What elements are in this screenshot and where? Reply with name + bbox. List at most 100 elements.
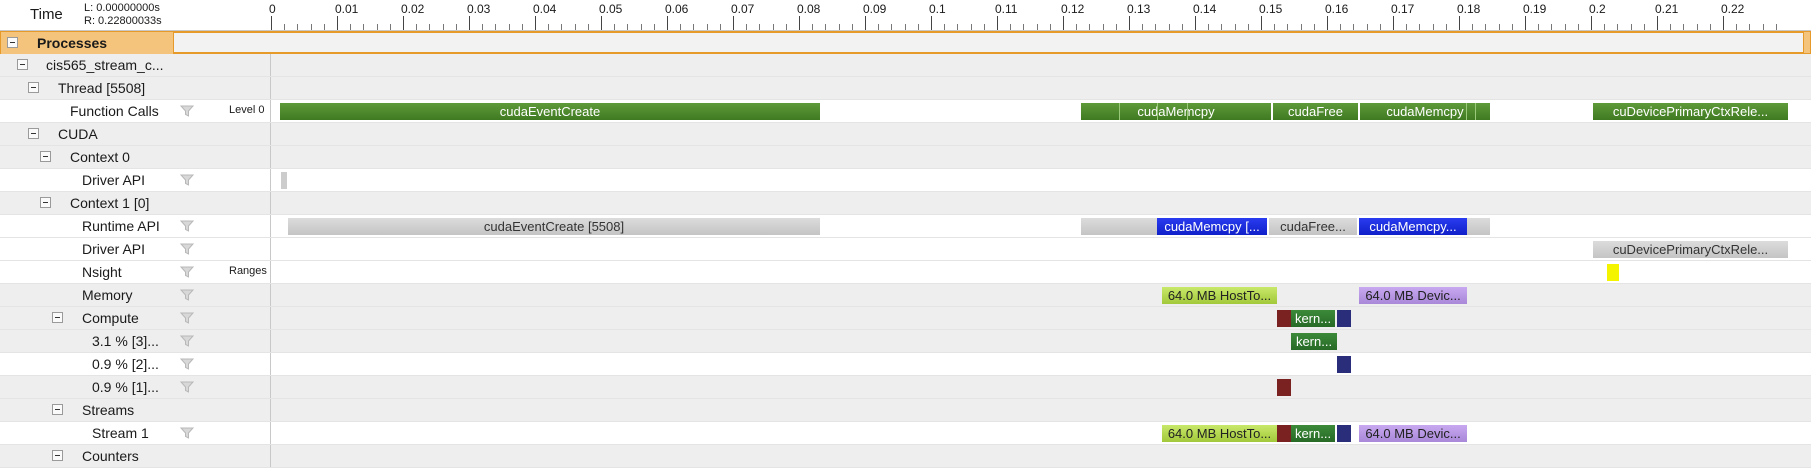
row-thread[interactable]: Thread [5508] [0, 77, 1811, 100]
collapse-icon[interactable] [40, 197, 51, 208]
ruler-minor-tick [1155, 24, 1157, 30]
fc-free-bar[interactable]: cudaFree [1273, 103, 1358, 120]
stream-kernel-red-bar[interactable] [1277, 425, 1291, 442]
stream-kernel-bar[interactable]: kern... [1291, 425, 1335, 442]
row-stream-1[interactable]: Stream 1 64.0 MB HostTo... kern... 64.0 … [0, 422, 1811, 445]
row-counters[interactable]: Counters [0, 445, 1811, 468]
ruler-minor-tick [1630, 24, 1632, 30]
row-nsight[interactable]: Nsight Ranges [0, 261, 1811, 284]
mem-dtoh-bar[interactable]: 64.0 MB Devic... [1359, 287, 1467, 304]
filter-icon[interactable] [179, 219, 195, 233]
ruler-minor-tick [1023, 24, 1025, 30]
ruler-minor-tick [1762, 24, 1764, 30]
kernel-green-bar-2[interactable]: kern... [1291, 333, 1337, 350]
ruler-minor-tick [297, 24, 299, 30]
rt-free-bar[interactable]: cudaFree... [1269, 218, 1357, 235]
row-compute[interactable]: Compute kern... [0, 307, 1811, 330]
collapse-icon[interactable] [52, 450, 63, 461]
ruler-minor-tick [548, 24, 550, 30]
driver-api-tiny-bar[interactable] [281, 172, 287, 189]
filter-icon[interactable] [179, 173, 195, 187]
kernel-navy-bar-2[interactable] [1337, 356, 1351, 373]
ruler-major-tick [667, 16, 668, 30]
ruler-minor-tick [1643, 24, 1645, 30]
collapse-icon[interactable] [7, 37, 18, 48]
column-separator [270, 330, 271, 352]
collapse-icon[interactable] [40, 151, 51, 162]
kernel-green-bar[interactable]: kern... [1291, 310, 1335, 327]
kernel-red-bar-2[interactable] [1277, 379, 1291, 396]
stream-kernel-navy-bar[interactable] [1337, 425, 1351, 442]
column-separator [270, 100, 271, 122]
ruler-major-tick [1591, 16, 1592, 30]
row-driver-api-1[interactable]: Driver API cuDevicePrimaryCtxRele... [0, 238, 1811, 261]
collapse-icon[interactable] [17, 59, 28, 70]
ruler-major-tick [931, 16, 932, 30]
filter-icon[interactable] [179, 380, 195, 394]
column-separator [270, 422, 271, 444]
column-separator [270, 192, 271, 214]
column-separator [270, 77, 271, 99]
ruler-minor-tick [1076, 24, 1078, 30]
nsight-range-bar[interactable] [1607, 264, 1619, 281]
ruler-minor-tick [1617, 24, 1619, 30]
row-function-calls[interactable]: Function Calls Level 0 cudaEventCreate c… [0, 100, 1811, 123]
collapse-icon[interactable] [52, 404, 63, 415]
filter-icon[interactable] [179, 334, 195, 348]
stream-htod-bar[interactable]: 64.0 MB HostTo... [1162, 425, 1277, 442]
row-cuda[interactable]: CUDA [0, 123, 1811, 146]
row-processes[interactable]: Processes [0, 31, 1811, 54]
fc-event-create-bar[interactable]: cudaEventCreate [280, 103, 820, 120]
mem-htod-bar[interactable]: 64.0 MB HostTo... [1162, 287, 1277, 304]
collapse-icon[interactable] [28, 128, 39, 139]
filter-icon[interactable] [179, 104, 195, 118]
fc-memcpy-bar[interactable]: cudaMemcpy [1081, 103, 1271, 120]
kernel-red-bar[interactable] [1277, 310, 1291, 327]
driver-api-1-track: cuDevicePrimaryCtxRele... [271, 238, 1811, 260]
row-memory[interactable]: Memory 64.0 MB HostTo... 64.0 MB Devic..… [0, 284, 1811, 307]
stream-dtoh-bar[interactable]: 64.0 MB Devic... [1359, 425, 1467, 442]
row-compute-3[interactable]: 3.1 % [3]... kern... [0, 330, 1811, 353]
filter-icon[interactable] [179, 426, 195, 440]
column-separator [270, 261, 271, 283]
row-context-0[interactable]: Context 0 [0, 146, 1811, 169]
ruler-minor-tick [719, 24, 721, 30]
fc-memcpy-bar-2[interactable]: cudaMemcpy [1360, 103, 1490, 120]
ruler-minor-tick [1142, 24, 1144, 30]
rt-gray-bar-2[interactable] [1467, 218, 1490, 235]
collapse-icon[interactable] [28, 82, 39, 93]
ruler-minor-tick [587, 24, 589, 30]
row-runtime-api[interactable]: Runtime API cudaEventCreate [5508] cudaM… [0, 215, 1811, 238]
filter-icon[interactable] [179, 357, 195, 371]
ruler-tick-label: 0.06 [665, 2, 689, 16]
drv-primary-ctx-bar[interactable]: cuDevicePrimaryCtxRele... [1593, 241, 1788, 258]
time-ruler[interactable]: 0 0.01 0.02 0.03 0.04 0.05 0.06 0.07 0.08 0.09 0.1… [269, 0, 1811, 31]
ruler-major-tick [997, 16, 998, 30]
ruler-minor-tick [693, 24, 695, 30]
time-range-readout: L: 0.00000000s R: 0.22800033s [84, 2, 162, 28]
rt-gray-bar[interactable] [1081, 218, 1157, 235]
row-context-1[interactable]: Context 1 [0] [0, 192, 1811, 215]
ruler-minor-tick [323, 24, 325, 30]
filter-icon[interactable] [179, 311, 195, 325]
ruler-major-tick [1261, 16, 1262, 30]
rt-memcpy-bar-2[interactable]: cudaMemcpy... [1359, 218, 1467, 235]
row-streams[interactable]: Streams [0, 399, 1811, 422]
call-notch [1475, 103, 1476, 120]
rt-event-create-bar[interactable]: cudaEventCreate [5508] [288, 218, 820, 235]
row-process[interactable]: cis565_stream_c... [0, 54, 1811, 77]
row-compute-2[interactable]: 0.9 % [2]... [0, 353, 1811, 376]
filter-icon[interactable] [179, 288, 195, 302]
fc-primary-ctx-bar[interactable]: cuDevicePrimaryCtxRele... [1593, 103, 1788, 120]
function-calls-label: Function Calls [70, 103, 159, 119]
row-compute-1[interactable]: 0.9 % [1]... [0, 376, 1811, 399]
ruler-minor-tick [1221, 24, 1223, 30]
filter-icon[interactable] [179, 242, 195, 256]
kernel-navy-bar[interactable] [1337, 310, 1351, 327]
ruler-minor-tick [482, 24, 484, 30]
range-left: L: 0.00000000s [84, 2, 160, 14]
collapse-icon[interactable] [52, 312, 63, 323]
row-driver-api-0[interactable]: Driver API [0, 169, 1811, 192]
rt-memcpy-bar[interactable]: cudaMemcpy [... [1157, 218, 1267, 235]
filter-icon[interactable] [179, 265, 195, 279]
